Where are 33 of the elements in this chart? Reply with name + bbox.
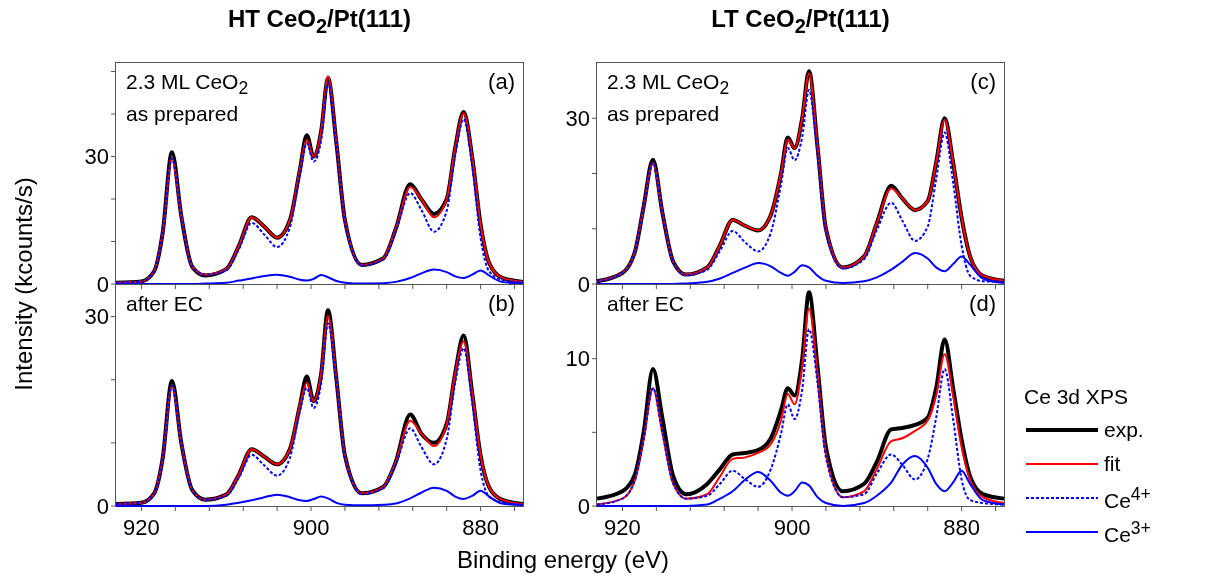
x-tick-label: 900: [773, 514, 811, 540]
chart-title: HT CeO$_{2}$/Pt(111): [226, 5, 413, 38]
y-tick-label: 0: [577, 493, 590, 519]
chart-title: LT CeO$_{2}$/Pt(111): [710, 5, 891, 38]
legend-title: Ce 3d XPS: [1024, 385, 1129, 409]
x-tick-label: 880: [462, 514, 499, 540]
x-axis-title: Binding energy (eV): [456, 546, 670, 574]
y-axis-title: Intensity (kcounts/s): [10, 177, 38, 391]
y-tick-label: 10: [565, 346, 590, 372]
y-tick-label: 0: [577, 271, 590, 297]
y-tick-label: 30: [565, 106, 590, 132]
annotation: after EC: [126, 291, 204, 317]
x-tick-label: 920: [123, 514, 160, 540]
annotation: (a): [488, 69, 515, 95]
x-tick-label: 900: [292, 514, 330, 540]
annotation: as prepared: [607, 101, 720, 127]
annotation: as prepared: [126, 101, 239, 127]
x-tick-label: 880: [943, 514, 980, 540]
annotation: (c): [970, 69, 996, 95]
legend-label: exp.: [1104, 418, 1144, 442]
x-tick-label: 920: [604, 514, 641, 540]
annotation: after EC: [607, 291, 685, 317]
y-tick-label: 0: [96, 493, 109, 519]
annotation: 2.3 ML CeO$_{2}$: [607, 69, 730, 101]
y-tick-label: 30: [84, 304, 109, 330]
annotation: (b): [488, 291, 515, 317]
legend-label: Ce$^{3+}$: [1104, 517, 1151, 547]
legend-label: fit: [1104, 452, 1121, 476]
y-tick-label: 30: [84, 144, 109, 170]
legend-label: Ce$^{4+}$: [1104, 483, 1151, 513]
annotation: 2.3 ML CeO$_{2}$: [126, 69, 249, 101]
y-tick-label: 0: [96, 271, 109, 297]
annotation: (d): [969, 291, 996, 317]
